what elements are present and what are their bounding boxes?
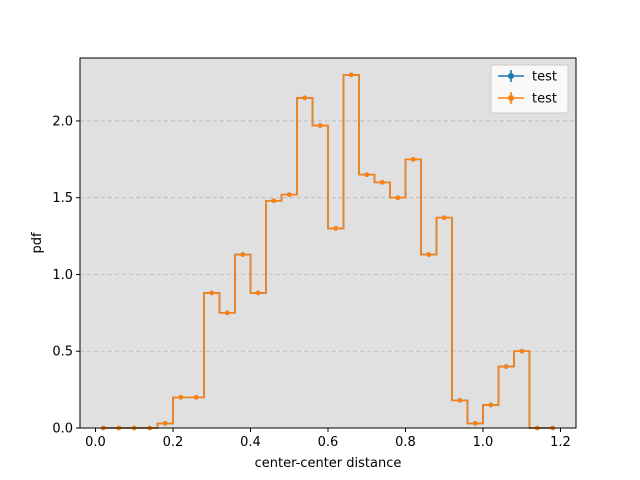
data-point bbox=[240, 252, 246, 257]
y-tick-label: 0.5 bbox=[52, 345, 73, 360]
data-point bbox=[472, 421, 478, 426]
series-layer bbox=[100, 72, 556, 431]
y-axis: 0.0 0.5 1.0 1.5 2.0 bbox=[52, 114, 80, 437]
data-point bbox=[302, 95, 308, 101]
series-2 bbox=[100, 72, 556, 431]
data-point bbox=[503, 364, 509, 369]
legend-marker bbox=[508, 95, 514, 101]
x-tick-label: 0.8 bbox=[395, 435, 416, 450]
legend-entry: test bbox=[498, 92, 557, 107]
data-point bbox=[519, 348, 525, 354]
y-tick-label: 1.5 bbox=[52, 191, 73, 206]
data-point bbox=[271, 198, 277, 204]
data-point bbox=[426, 252, 432, 257]
x-axis-label: center-center distance bbox=[255, 456, 402, 471]
data-point bbox=[488, 402, 494, 408]
x-tick-label: 0.0 bbox=[85, 435, 106, 450]
legend-entry: test bbox=[498, 70, 557, 85]
data-point bbox=[333, 226, 339, 231]
x-tick-label: 0.6 bbox=[318, 435, 339, 450]
data-point bbox=[286, 192, 292, 197]
data-point bbox=[193, 394, 199, 400]
legend: test test bbox=[490, 64, 569, 114]
legend-label: test bbox=[532, 70, 557, 85]
x-tick-label: 0.4 bbox=[240, 435, 261, 450]
data-point bbox=[348, 72, 354, 78]
data-point bbox=[457, 398, 463, 403]
legend-label: test bbox=[532, 92, 557, 107]
data-point bbox=[317, 123, 323, 128]
x-tick-label: 0.2 bbox=[163, 435, 184, 450]
x-tick-label: 1.0 bbox=[473, 435, 494, 450]
x-axis: 0.0 0.2 0.4 0.6 0.8 1.0 1.2 bbox=[85, 428, 571, 450]
data-point bbox=[379, 180, 385, 185]
y-axis-label: pdf bbox=[30, 232, 45, 254]
legend-entries: test test bbox=[498, 70, 557, 107]
x-tick-label: 1.2 bbox=[550, 435, 571, 450]
data-point bbox=[209, 290, 215, 296]
data-point bbox=[395, 195, 401, 201]
data-point bbox=[178, 394, 184, 400]
y-tick-label: 2.0 bbox=[52, 114, 73, 129]
data-point bbox=[441, 215, 447, 220]
data-point bbox=[364, 172, 370, 177]
data-point bbox=[410, 157, 416, 162]
data-point bbox=[224, 310, 230, 316]
y-tick-label: 1.0 bbox=[52, 268, 73, 283]
data-point bbox=[255, 290, 261, 296]
legend-marker bbox=[508, 73, 514, 79]
plot-area bbox=[80, 58, 576, 428]
y-tick-label: 0.0 bbox=[52, 422, 73, 437]
data-point bbox=[162, 421, 168, 426]
